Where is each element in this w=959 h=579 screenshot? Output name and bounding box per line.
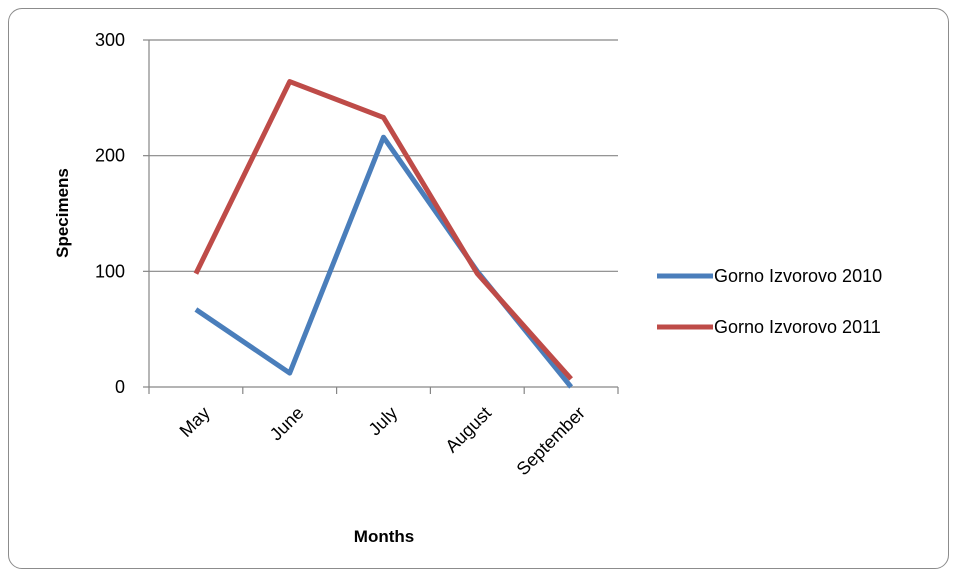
- series-lines: [193, 79, 574, 389]
- gridlines: [149, 39, 618, 272]
- y-tick-label: 0: [115, 377, 125, 397]
- x-tick-label: July: [365, 403, 402, 440]
- series-line-1: [194, 134, 574, 389]
- x-tick-label: June: [266, 403, 308, 445]
- y-tick-labels: 0 100 200 300: [95, 30, 125, 397]
- x-axis-title: Months: [354, 527, 414, 546]
- x-tick-label: August: [441, 403, 495, 457]
- legend-label: Gorno Izvorovo 2011: [714, 317, 881, 337]
- y-tick-label: 100: [95, 261, 125, 281]
- legend: Gorno Izvorovo 2010 Gorno Izvorovo 2011: [657, 266, 882, 337]
- x-tick-labels: May June July August September: [176, 403, 589, 479]
- y-tick-label: 200: [95, 146, 125, 166]
- axes: [143, 39, 619, 394]
- y-tick-label: 300: [95, 30, 125, 50]
- legend-label: Gorno Izvorovo 2010: [714, 266, 882, 286]
- chart-frame: [8, 8, 949, 569]
- y-axis-title: Specimens: [53, 168, 72, 258]
- x-tick-label: May: [176, 403, 214, 441]
- x-tick-label: September: [513, 403, 589, 479]
- series-line-2: [193, 79, 573, 381]
